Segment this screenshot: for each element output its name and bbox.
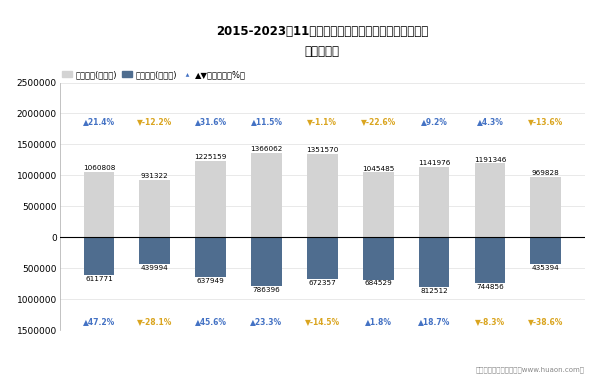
Text: ▼-28.1%: ▼-28.1% (137, 318, 173, 327)
Bar (531, 177, 561, 237)
Text: ▲23.3%: ▲23.3% (251, 318, 282, 327)
Bar (195, 237, 226, 277)
Text: 786396: 786396 (253, 287, 281, 293)
Text: ▲11.5%: ▲11.5% (251, 117, 282, 126)
Bar (251, 237, 282, 286)
Text: 439994: 439994 (141, 266, 169, 272)
Text: 1351570: 1351570 (306, 147, 338, 153)
Bar (475, 237, 505, 283)
Text: 2015-2023年11月苏州高新技术产业开发区综合保税区: 2015-2023年11月苏州高新技术产业开发区综合保税区 (216, 25, 429, 38)
Text: ▲1.8%: ▲1.8% (365, 318, 392, 327)
Text: ▼-8.3%: ▼-8.3% (475, 318, 505, 327)
Bar (418, 237, 450, 288)
Bar (418, 166, 450, 237)
Legend: 出口总额(万美元), 进口总额(万美元), ▲▼同比增速（%）: 出口总额(万美元), 进口总额(万美元), ▲▼同比增速（%） (59, 67, 250, 82)
Bar (531, 237, 561, 264)
Text: ▲4.3%: ▲4.3% (476, 117, 503, 126)
Bar (140, 180, 170, 237)
Text: ▲31.6%: ▲31.6% (195, 117, 227, 126)
Text: 812512: 812512 (420, 288, 448, 294)
Text: 744856: 744856 (476, 284, 504, 290)
Bar (140, 237, 170, 264)
Bar (363, 237, 393, 279)
Text: 制图：华经产业研究院（www.huaon.com）: 制图：华经产业研究院（www.huaon.com） (476, 366, 585, 373)
Bar (251, 153, 282, 237)
Text: 1060808: 1060808 (83, 165, 115, 171)
Text: 435394: 435394 (532, 265, 560, 271)
Bar (84, 171, 114, 237)
Text: ▼-13.6%: ▼-13.6% (528, 117, 564, 126)
Bar (307, 153, 338, 237)
Text: ▲18.7%: ▲18.7% (418, 318, 450, 327)
Text: 1045485: 1045485 (362, 166, 395, 172)
Bar (195, 161, 226, 237)
Text: ▲9.2%: ▲9.2% (421, 117, 448, 126)
Text: 931322: 931322 (141, 172, 169, 178)
Bar (307, 237, 338, 279)
Text: ▼-14.5%: ▼-14.5% (305, 318, 340, 327)
Text: 684529: 684529 (364, 280, 392, 286)
Text: ▲21.4%: ▲21.4% (83, 117, 115, 126)
Text: 进、出口额: 进、出口额 (305, 45, 340, 58)
Bar (363, 172, 393, 237)
Text: 1225159: 1225159 (195, 154, 227, 160)
Text: ▼-22.6%: ▼-22.6% (361, 117, 396, 126)
Text: 1191346: 1191346 (474, 156, 506, 162)
Text: 672357: 672357 (309, 280, 336, 286)
Bar (475, 164, 505, 237)
Text: ▼-38.6%: ▼-38.6% (528, 318, 564, 327)
Text: 611771: 611771 (85, 276, 113, 282)
Text: ▼-12.2%: ▼-12.2% (137, 117, 173, 126)
Bar (84, 237, 114, 275)
Text: ▲45.6%: ▲45.6% (195, 318, 227, 327)
Text: 1366062: 1366062 (250, 146, 283, 152)
Text: 969828: 969828 (532, 170, 560, 176)
Text: ▼-1.1%: ▼-1.1% (307, 117, 337, 126)
Text: ▲47.2%: ▲47.2% (83, 318, 115, 327)
Text: 1141976: 1141976 (418, 160, 450, 166)
Text: 637949: 637949 (197, 278, 224, 284)
